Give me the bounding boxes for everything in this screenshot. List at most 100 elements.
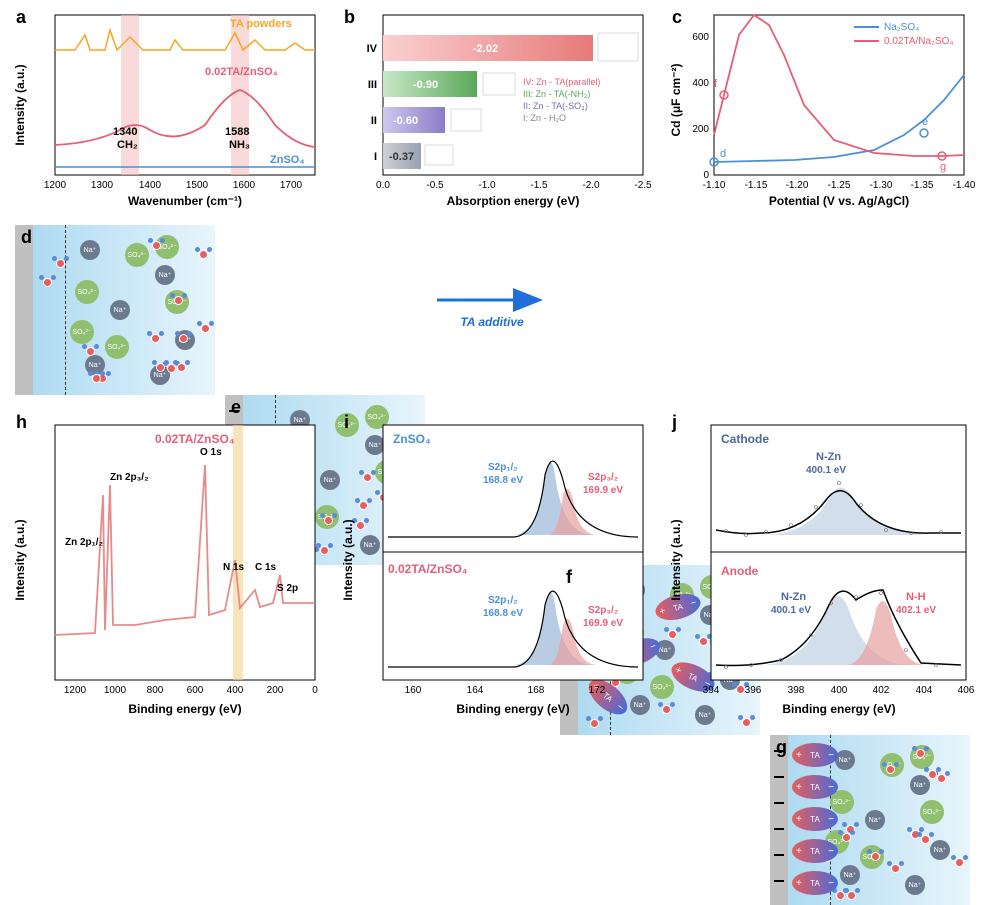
svg-text:-1.30: -1.30 <box>870 180 893 191</box>
svg-text:S 2p: S 2p <box>277 583 298 594</box>
svg-text:-0.5: -0.5 <box>426 180 444 191</box>
svg-text:N-H: N-H <box>906 591 926 603</box>
svg-text:200: 200 <box>267 685 284 696</box>
ta-additive-arrow: TA additive <box>432 285 552 329</box>
svg-text:g: g <box>940 161 946 173</box>
svg-text:1200: 1200 <box>44 180 67 191</box>
svg-text:200: 200 <box>692 124 709 135</box>
panel-i-chart: ZnSO₄ S2p₁/₂ 168.8 eV S2p₃/₂ 169.9 eV 0.… <box>338 410 658 725</box>
svg-text:-2.0: -2.0 <box>582 180 600 191</box>
svg-text:406: 406 <box>958 685 975 696</box>
svg-text:-0.37: -0.37 <box>389 151 414 163</box>
svg-text:-2.02: -2.02 <box>473 43 498 55</box>
panel-a-ylabel: Intensity (a.u.) <box>13 64 27 145</box>
svg-text:S2p₁/₂: S2p₁/₂ <box>488 595 518 606</box>
svg-text:Anode: Anode <box>721 564 759 578</box>
svg-text:0.02TA/ZnSO₄: 0.02TA/ZnSO₄ <box>388 562 468 576</box>
panel-h: h 0.02TA/ZnSO₄ Zn 2p₁/₂ Zn 2p₃/₂ O 1s N … <box>10 410 330 725</box>
panel-j-chart: Cathode N-Zn 400.1 eV Anode N-Zn 400.1 e… <box>666 410 981 725</box>
svg-text:168.8 eV: 168.8 eV <box>483 475 523 486</box>
svg-text:172: 172 <box>589 685 606 696</box>
svg-text:IV: IV <box>367 43 378 55</box>
svg-text:394: 394 <box>703 685 720 696</box>
svg-text:400.1 eV: 400.1 eV <box>771 605 811 616</box>
svg-text:-1.10: -1.10 <box>703 180 726 191</box>
svg-text:III: III <box>368 79 377 91</box>
svg-text:I: I <box>374 151 377 163</box>
svg-text:400: 400 <box>227 685 244 696</box>
svg-text:160: 160 <box>405 685 422 696</box>
panel-h-chart: 0.02TA/ZnSO₄ Zn 2p₁/₂ Zn 2p₃/₂ O 1s N 1s… <box>10 410 330 725</box>
svg-text:S2p₃/₂: S2p₃/₂ <box>588 472 618 483</box>
svg-text:Cathode: Cathode <box>721 432 769 446</box>
svg-text:O 1s: O 1s <box>200 447 222 458</box>
svg-text:169.9 eV: 169.9 eV <box>583 618 623 629</box>
svg-text:I: Zn - H₂O: I: Zn - H₂O <box>523 113 566 123</box>
svg-text:S2p₁/₂: S2p₁/₂ <box>488 462 518 473</box>
svg-text:1300: 1300 <box>91 180 114 191</box>
svg-text:1588: 1588 <box>225 126 249 138</box>
svg-text:169.9 eV: 169.9 eV <box>583 485 623 496</box>
svg-text:1500: 1500 <box>186 180 209 191</box>
svg-text:ZnSO₄: ZnSO₄ <box>393 432 431 446</box>
svg-text:1000: 1000 <box>104 685 127 696</box>
svg-text:0.02TA/Na₂SO₄: 0.02TA/Na₂SO₄ <box>884 36 953 47</box>
panel-c-xlabel: Potential (V vs. Ag/AgCl) <box>769 194 909 208</box>
svg-text:168.8 eV: 168.8 eV <box>483 608 523 619</box>
svg-text:IV: Zn - TA(parallel): IV: Zn - TA(parallel) <box>523 77 600 87</box>
svg-text:168: 168 <box>528 685 545 696</box>
svg-text:e: e <box>922 116 928 128</box>
svg-text:398: 398 <box>788 685 805 696</box>
panel-a-xlabel: Wavenumber (cm⁻¹) <box>128 194 242 208</box>
trace-znso4: ZnSO₄ <box>270 154 305 166</box>
panel-g: g Na⁺Na⁺Na⁺Na⁺Na⁺Na⁺SO₄²⁻SO₄²⁻SO₄²⁻SO₄²⁻… <box>770 735 970 905</box>
svg-text:396: 396 <box>745 685 762 696</box>
svg-text:S2p₃/₂: S2p₃/₂ <box>588 605 618 616</box>
svg-text:402: 402 <box>873 685 890 696</box>
svg-text:d: d <box>720 148 726 160</box>
svg-text:Intensity (a.u.): Intensity (a.u.) <box>13 519 27 600</box>
svg-text:164: 164 <box>467 685 484 696</box>
svg-text:NH₃: NH₃ <box>229 139 250 151</box>
svg-text:1400: 1400 <box>139 180 162 191</box>
svg-text:-1.5: -1.5 <box>530 180 548 191</box>
panel-c-label: c <box>672 7 682 28</box>
svg-text:-1.35: -1.35 <box>911 180 934 191</box>
panel-b: b -0.37 -0.60 -0.90 -2.02 <box>338 5 658 210</box>
svg-text:-2.5: -2.5 <box>634 180 652 191</box>
svg-text:II: II <box>371 115 377 127</box>
svg-text:-1.0: -1.0 <box>478 180 496 191</box>
svg-text:-0.90: -0.90 <box>413 79 438 91</box>
svg-text:1600: 1600 <box>233 180 256 191</box>
panel-a-chart: TA powders 0.02TA/ZnSO₄ ZnSO₄ 1340 CH₂ 1… <box>10 5 330 210</box>
svg-text:Intensity (a.u.): Intensity (a.u.) <box>669 519 683 600</box>
panel-j: j Cathode N-Zn 400.1 eV Anode N-Zn 400.1 <box>666 410 981 725</box>
svg-text:1700: 1700 <box>280 180 303 191</box>
panel-a-label: a <box>16 7 26 28</box>
panel-c: c d e f g Na₂SO₄ 0.02TA/Na₂SO₄ 0 20 <box>666 5 981 210</box>
svg-text:Zn 2p₃/₂: Zn 2p₃/₂ <box>110 472 149 483</box>
trace-ta-powders: TA powders <box>230 18 292 30</box>
svg-text:600: 600 <box>187 685 204 696</box>
svg-text:C 1s: C 1s <box>255 562 277 573</box>
svg-text:-0.60: -0.60 <box>393 115 418 127</box>
svg-text:402.1 eV: 402.1 eV <box>896 605 936 616</box>
panel-i: i ZnSO₄ S2p₁/₂ 168.8 eV S2p₃/₂ 169.9 eV … <box>338 410 658 725</box>
svg-text:800: 800 <box>147 685 164 696</box>
svg-text:-1.40: -1.40 <box>953 180 976 191</box>
svg-text:400: 400 <box>831 685 848 696</box>
svg-text:0.0: 0.0 <box>376 180 390 191</box>
svg-text:Binding energy (eV): Binding energy (eV) <box>456 702 569 716</box>
panel-c-chart: d e f g Na₂SO₄ 0.02TA/Na₂SO₄ 0 200 400 6… <box>666 5 981 210</box>
svg-text:404: 404 <box>916 685 933 696</box>
svg-text:600: 600 <box>692 32 709 43</box>
svg-text:400: 400 <box>692 78 709 89</box>
svg-text:N 1s: N 1s <box>223 562 245 573</box>
svg-text:N-Zn: N-Zn <box>816 451 841 463</box>
panel-d: d Na⁺Na⁺Na⁺Na⁺Na⁺Na⁺SO₄²⁻SO₄²⁻SO₄²⁻SO₄²⁻… <box>15 225 215 395</box>
panel-b-xlabel: Absorption energy (eV) <box>447 194 580 208</box>
svg-text:Binding energy (eV): Binding energy (eV) <box>128 702 241 716</box>
panel-b-label: b <box>344 7 355 28</box>
panel-c-ylabel: Cd (μF cm⁻²) <box>669 63 683 136</box>
svg-text:Na₂SO₄: Na₂SO₄ <box>884 22 919 33</box>
